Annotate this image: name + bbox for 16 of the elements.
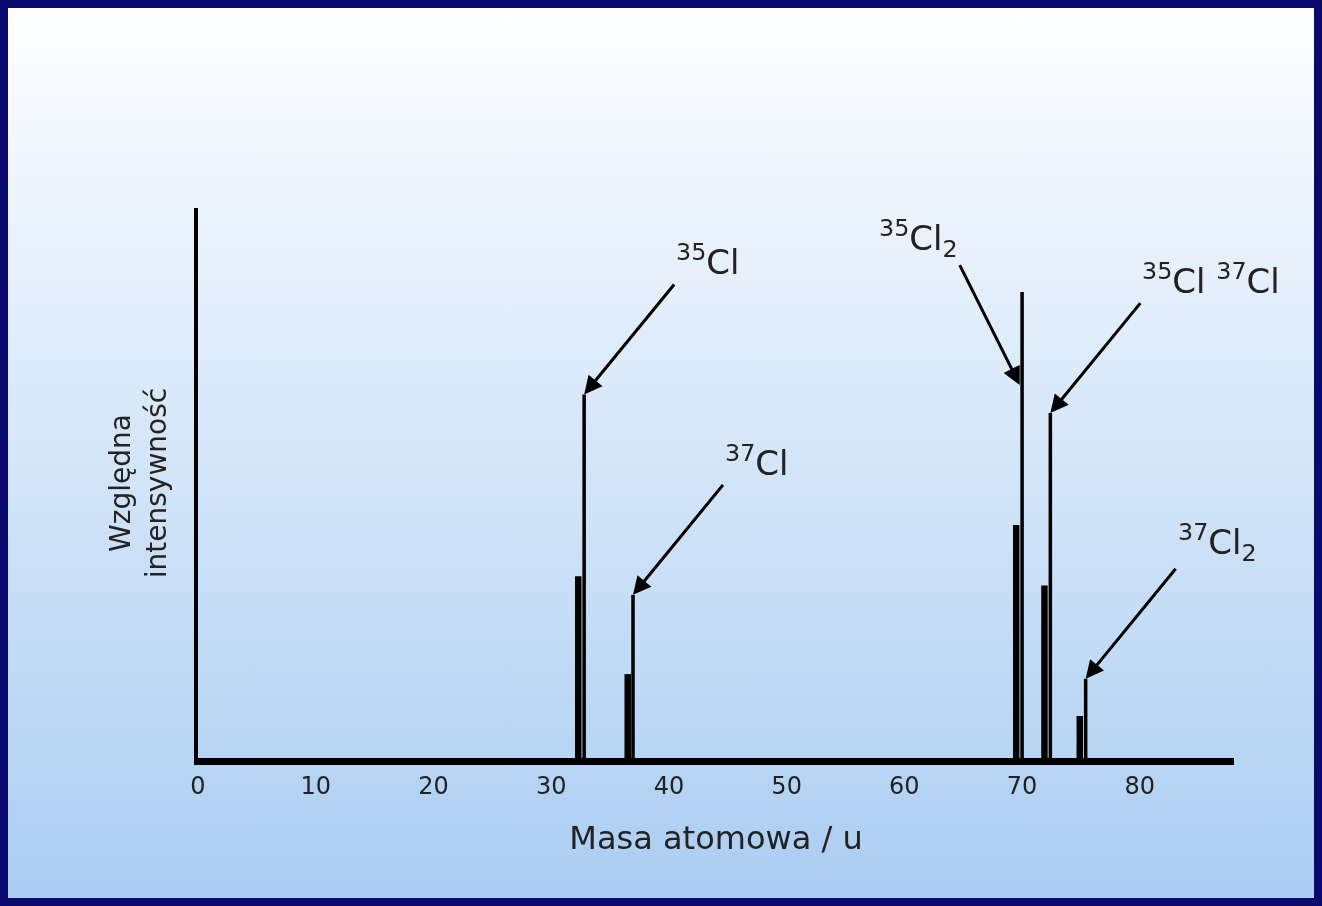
- x-tick-label: 20: [418, 771, 449, 800]
- y-axis-title: Względna intensywność: [103, 387, 174, 579]
- annotation: $^{35}$Cl: [676, 238, 740, 283]
- x-tick-label: 10: [300, 771, 331, 800]
- annotation: $^{37}$Cl: [725, 439, 789, 484]
- annotation: $^{37}$Cl$_{2}$: [1178, 518, 1257, 568]
- x-tick-label: 80: [1124, 771, 1156, 800]
- x-tick-label: 30: [535, 771, 567, 800]
- annotation: $^{35}$Cl $^{37}$Cl: [1142, 257, 1280, 302]
- x-tick-label: 50: [771, 771, 802, 800]
- x-tick-label: 40: [653, 771, 685, 800]
- x-tick-label: 70: [1006, 771, 1038, 800]
- x-tick-label: 60: [889, 771, 920, 800]
- x-axis-title: Masa atomowa / u: [569, 818, 863, 857]
- x-tick-label: 0: [190, 771, 206, 800]
- annotation: $^{35}$Cl$_{2}$: [879, 214, 958, 264]
